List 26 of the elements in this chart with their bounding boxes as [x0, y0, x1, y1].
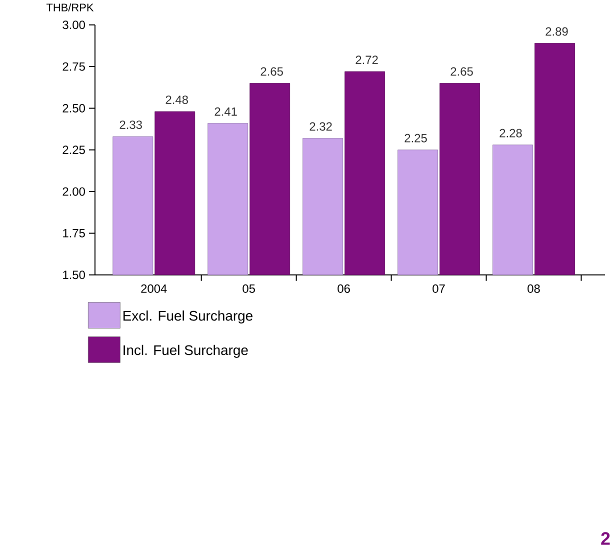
data-label: 2.33	[120, 120, 142, 129]
y-tick-label: 1.75	[63, 228, 85, 238]
data-label: 2.28	[500, 128, 522, 138]
data-label: 2.65	[260, 67, 283, 76]
x-tick-label: 2004	[141, 284, 167, 293]
x-tick-label: 08	[528, 284, 540, 293]
text: 2	[601, 532, 610, 545]
data-label: 2.25	[404, 134, 427, 142]
legend-label: Incl. Fuel Surcharge	[124, 344, 248, 358]
y-tick-label: 3.00	[62, 20, 85, 29]
y-tick-label: 2.50	[62, 104, 85, 112]
y-tick-label: 2.00	[62, 187, 85, 196]
y-tick-label: 1.50	[63, 270, 85, 279]
legend-label: Excl. Fuel Surcharge	[123, 310, 252, 324]
x-tick-label: 07	[432, 284, 445, 293]
y-tick-label: 2.75	[62, 62, 85, 71]
data-label: 2.32	[310, 122, 332, 131]
x-tick-label: 06	[338, 284, 350, 293]
data-label: 2.72	[356, 56, 378, 64]
y-tick-label: 2.25	[62, 146, 85, 154]
data-label: 2.89	[546, 27, 568, 36]
x-tick-label: 05	[242, 284, 255, 293]
y-axis-title: THB/RPK	[46, 3, 94, 12]
data-label: 2.41	[214, 107, 237, 116]
data-label: 2.65	[450, 67, 473, 76]
data-label: 2.48	[166, 95, 188, 104]
